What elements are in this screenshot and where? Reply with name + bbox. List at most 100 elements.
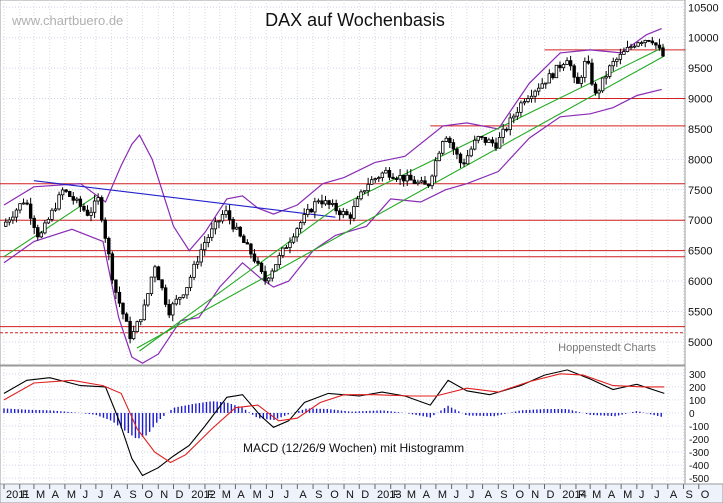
candle-body — [604, 76, 608, 79]
date-tick-label: F — [22, 489, 29, 501]
candle-body — [515, 111, 520, 117]
candle-body — [7, 219, 12, 223]
candle-body — [323, 200, 328, 205]
candle-body — [476, 136, 480, 141]
candle-body — [14, 209, 19, 218]
candle-body — [320, 200, 324, 205]
candle-body — [199, 249, 203, 263]
candle-body — [259, 262, 264, 273]
candle-body — [291, 236, 296, 243]
candle-body — [32, 217, 36, 228]
candle-body — [178, 296, 182, 300]
candle-body — [327, 200, 331, 205]
date-tick-label: M — [438, 489, 447, 501]
candle-body — [544, 82, 548, 85]
candle-body — [572, 65, 576, 78]
candle-body — [643, 39, 647, 44]
bollinger-bands — [3, 28, 662, 364]
date-tick-label: J — [469, 489, 475, 501]
price-tick-label: 7500 — [688, 185, 712, 197]
candle-body — [501, 128, 505, 138]
signal-line — [3, 373, 665, 464]
date-tick-label: 2012 — [191, 489, 215, 501]
candle-body — [480, 136, 484, 138]
candle-body — [409, 174, 413, 181]
date-tick-label: S — [315, 489, 322, 501]
candle-body — [99, 197, 104, 221]
candle-body — [117, 291, 122, 304]
candle-body — [441, 141, 445, 154]
candle-body — [487, 139, 491, 143]
bollinger-lower — [3, 88, 662, 364]
price-panel-frame — [0, 0, 686, 366]
candle-body — [107, 237, 111, 255]
candle-body — [650, 40, 655, 44]
candle-body — [309, 208, 313, 213]
candle-body — [647, 39, 651, 42]
date-tick-label: 2014 — [562, 489, 586, 501]
date-tick-label: S — [500, 489, 507, 501]
candle-body — [163, 287, 168, 305]
candle-body — [384, 169, 388, 174]
candle-body — [419, 180, 424, 183]
candle-body — [394, 178, 399, 180]
candle-body — [220, 214, 225, 222]
horizontal-levels — [0, 49, 686, 334]
candle-body — [597, 90, 601, 94]
price-tick-label: 6000 — [688, 276, 712, 288]
candle-body — [270, 270, 274, 279]
candle-body — [497, 136, 502, 149]
macd-tick-label: 0 — [689, 409, 695, 420]
date-tick-label: M — [407, 489, 416, 501]
candle-body — [462, 162, 466, 165]
candle-body — [128, 320, 132, 340]
candle-body — [583, 60, 587, 78]
candle-body — [380, 172, 385, 178]
price-tick-label: 7000 — [688, 215, 712, 227]
candle-body — [423, 180, 427, 185]
date-tick-label: J — [654, 489, 660, 501]
source-label: Hoppenstedt Charts — [558, 342, 656, 354]
macd-lines — [3, 369, 665, 477]
candle-body — [387, 169, 392, 178]
candle-body — [391, 176, 395, 179]
candle-body — [256, 260, 260, 264]
date-tick-label: D — [361, 489, 369, 501]
candle-body — [75, 198, 79, 201]
candle-body — [458, 153, 463, 164]
candle-body — [78, 198, 83, 207]
candle-body — [494, 142, 498, 149]
candle-body — [224, 210, 228, 215]
date-tick-label: 2011 — [6, 489, 30, 501]
candle-body — [249, 243, 253, 255]
candle-body — [377, 177, 381, 180]
candle-body — [554, 64, 559, 79]
date-tick-label: N — [531, 489, 539, 501]
date-tick-label: M — [623, 489, 632, 501]
candle-body — [281, 247, 285, 256]
candle-body — [227, 210, 232, 220]
candle-body — [68, 191, 72, 197]
candle-body — [533, 90, 537, 97]
date-tick-label: M — [36, 489, 45, 501]
candle-body — [490, 139, 495, 144]
trendline — [136, 55, 665, 349]
date-tick-label: D — [546, 489, 554, 501]
candle-body — [139, 319, 143, 323]
candle-body — [89, 211, 93, 216]
candle-body — [4, 221, 8, 227]
macd-tick-label: 200 — [689, 383, 706, 394]
date-tick-label: A — [237, 489, 245, 501]
candle-body — [210, 228, 214, 238]
price-tick-label: 10500 — [688, 2, 719, 14]
candle-body — [25, 202, 29, 205]
date-tick-label: J — [639, 489, 645, 501]
candle-body — [167, 303, 171, 316]
candle-body — [18, 203, 22, 211]
price-tick-label: 5500 — [688, 306, 712, 318]
date-tick-label: J — [83, 489, 89, 501]
date-tick-label: A — [485, 489, 493, 501]
date-tick-label: M — [592, 489, 601, 501]
